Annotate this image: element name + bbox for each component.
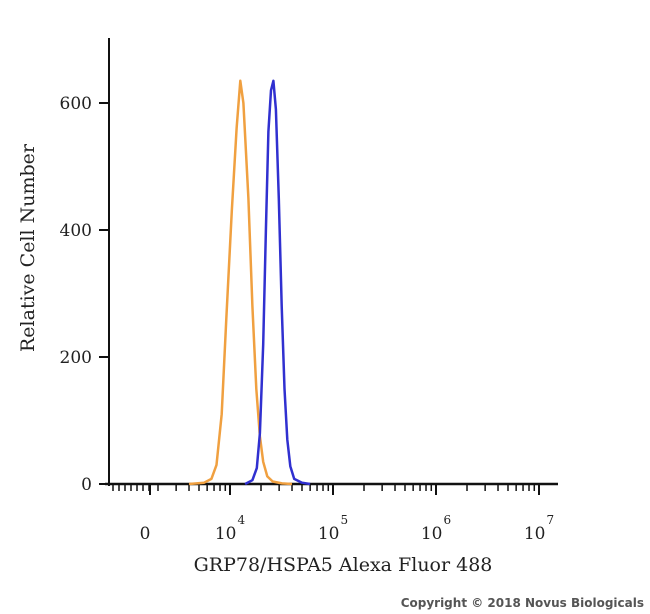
histogram-series-2 [244, 79, 311, 486]
y-tick-labels: 0 200 400 600 [60, 94, 92, 495]
x-tick-labels: 0 104 105 106 107 [140, 513, 555, 544]
x-tick-label: 105 [318, 513, 348, 544]
y-tick-label: 0 [81, 475, 92, 495]
x-minor-ticks [112, 484, 536, 491]
x-tick-label: 0 [140, 524, 151, 544]
y-tick-label: 200 [60, 348, 92, 368]
x-tick-label: 106 [421, 513, 451, 544]
x-tick-label: 107 [524, 513, 554, 544]
x-tick-label: 104 [215, 513, 246, 544]
histogram-series [188, 79, 311, 486]
x-major-ticks [149, 484, 540, 495]
x-axis-title: GRP78/HSPA5 Alexa Fluor 488 [194, 554, 493, 576]
copyright-notice: Copyright © 2018 Novus Biologicals [400, 596, 644, 610]
histogram-series-1 [188, 79, 293, 486]
y-tick-label: 400 [60, 221, 92, 241]
y-tick-label: 600 [60, 94, 92, 114]
y-axis-title: Relative Cell Number [17, 143, 39, 352]
y-ticks [99, 102, 109, 485]
